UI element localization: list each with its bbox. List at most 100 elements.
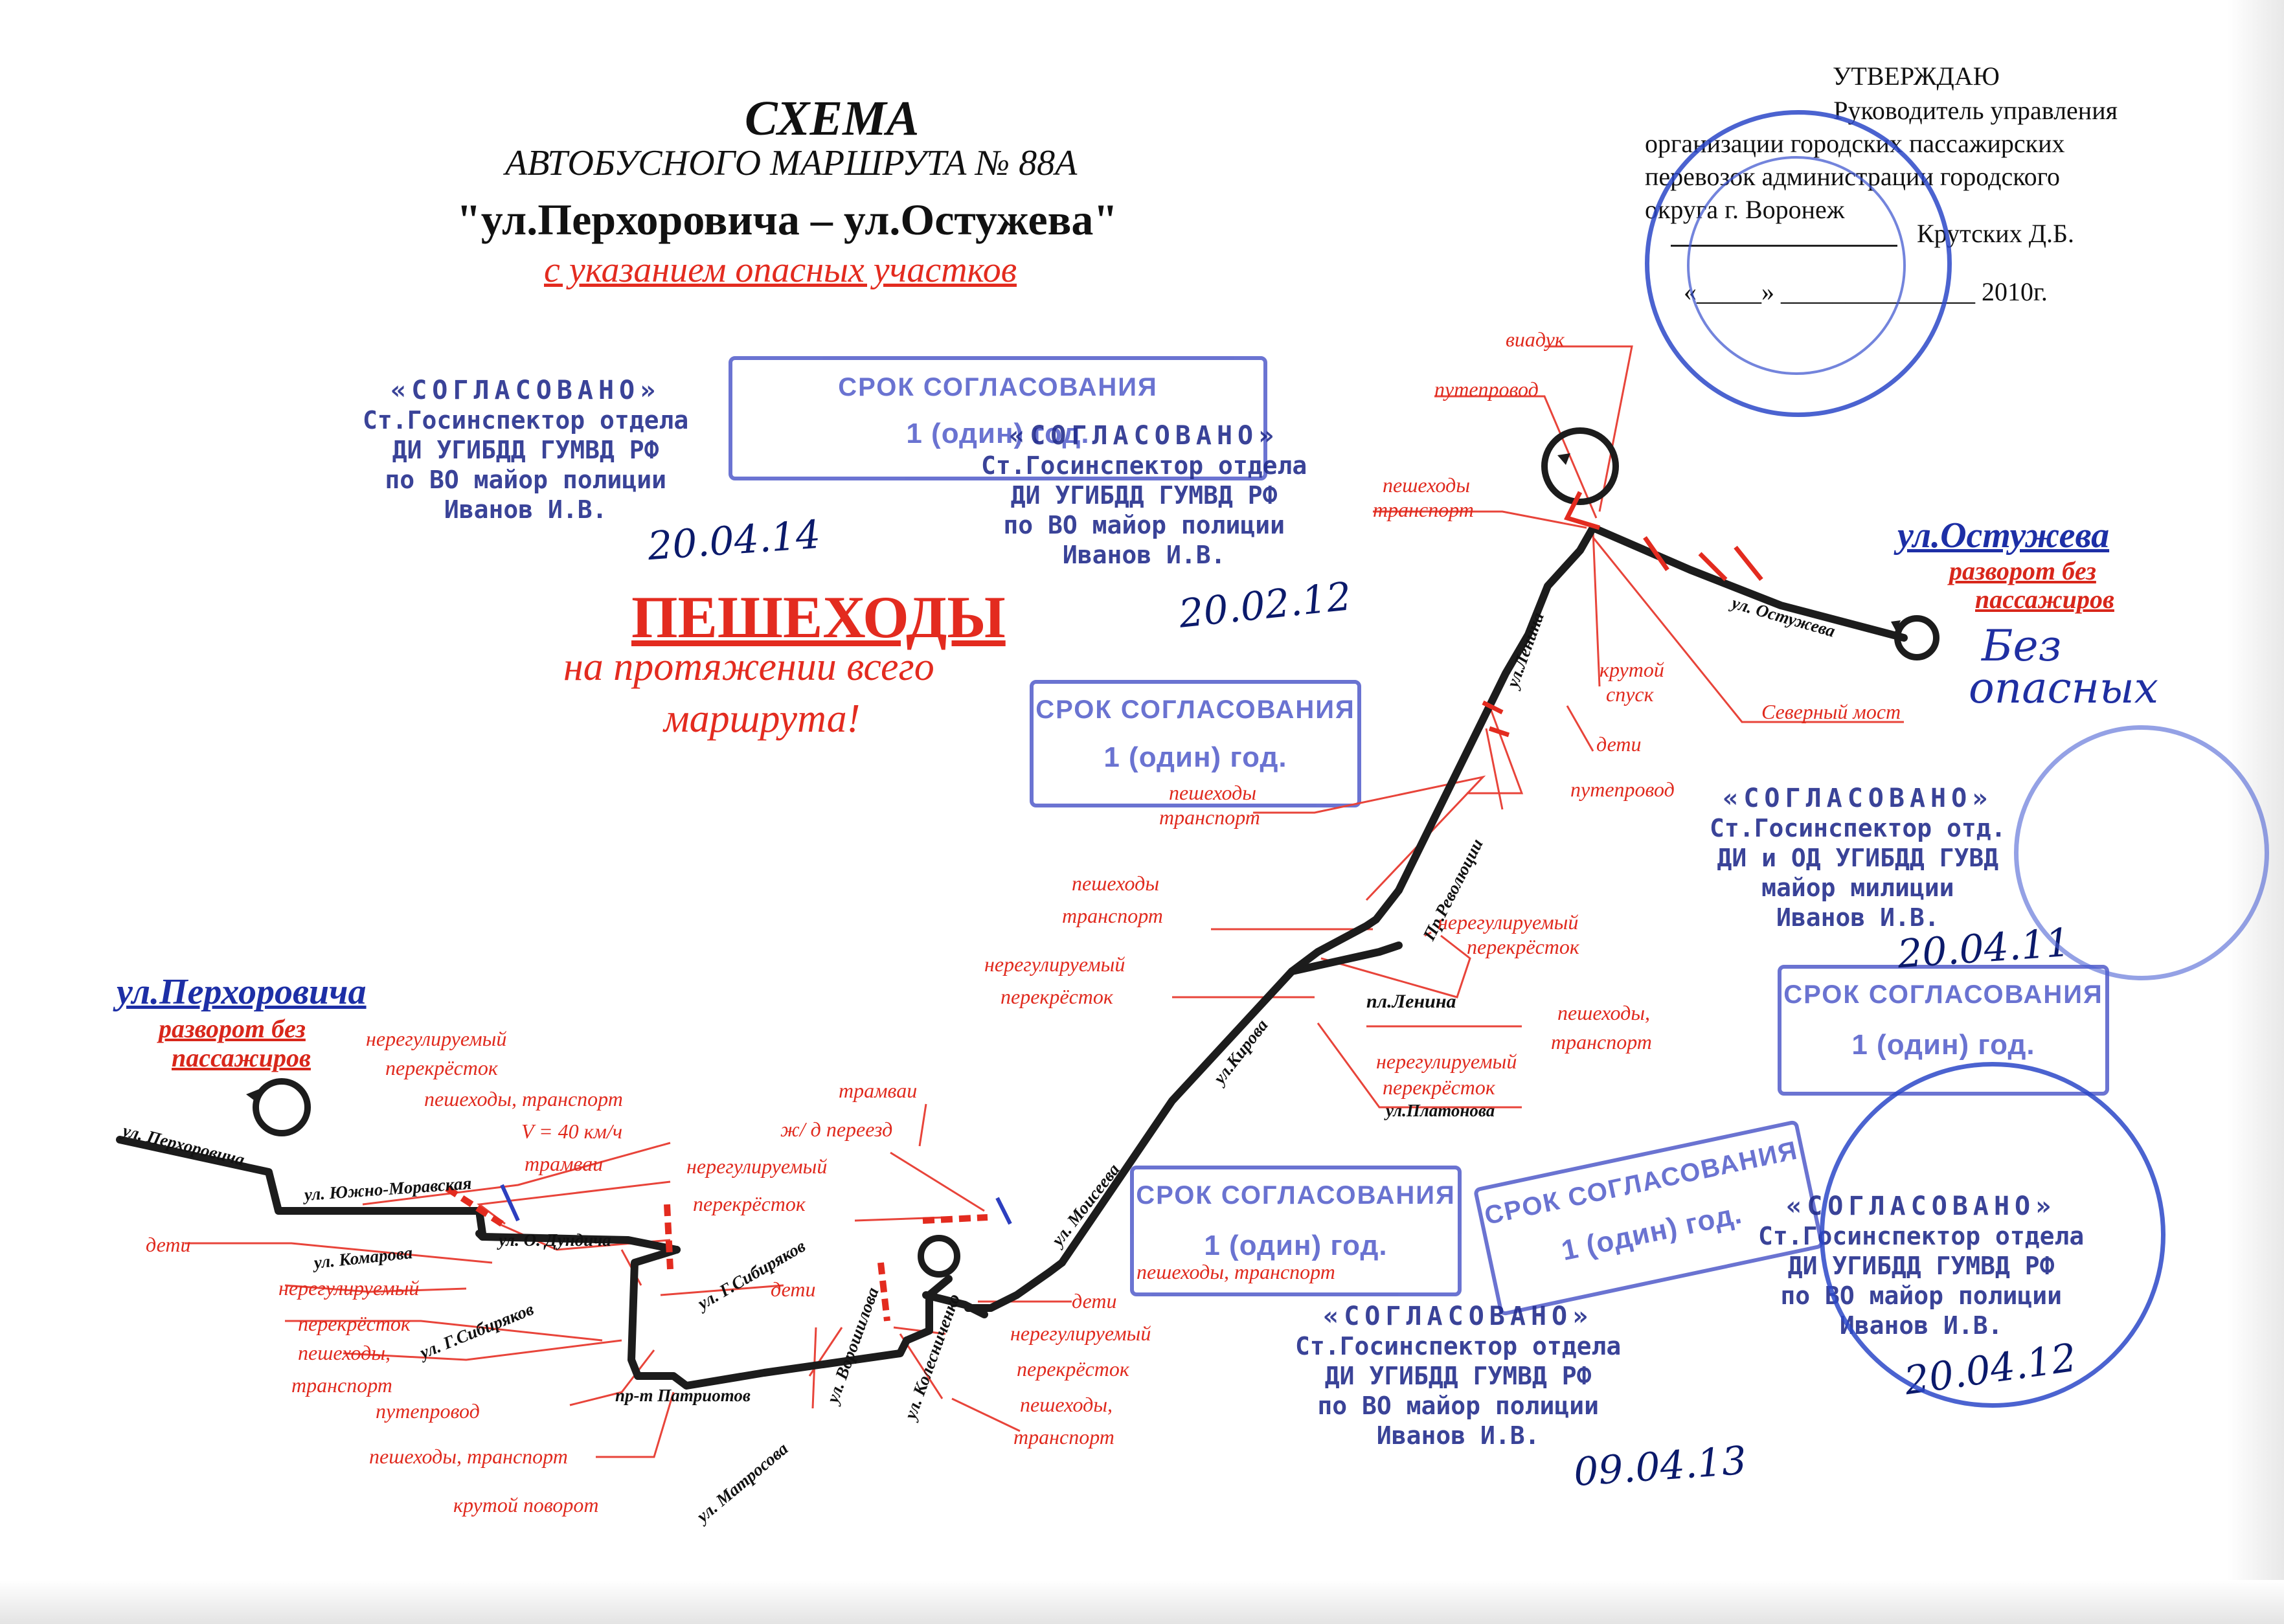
start-terminal-name: ул.Перхоровича	[117, 972, 367, 1012]
agreed-stamp-line-3: по ВО майор полиции	[1003, 511, 1285, 539]
approver-name: Крутских Д.Б.	[1917, 219, 2074, 248]
signature-line	[1671, 245, 1897, 247]
callout-lines	[185, 345, 1904, 1458]
agreed-stamp-name: Иванов И.В.	[1376, 1421, 1540, 1450]
note-tramvai-left: трамваи	[525, 1152, 604, 1175]
round-seal-right	[2014, 725, 2269, 980]
agreed-stamp-3: «СОГЛАСОВАНО» Ст.Госинспектор отд. ДИ и …	[1710, 784, 2006, 932]
pedestrians-heading: ПЕШЕХОДЫ	[631, 584, 1006, 650]
note-nereg-center-2: перекрёсток	[693, 1192, 806, 1215]
start-terminal-note-2: пассажиров	[172, 1043, 311, 1072]
approval-line-2: организации городских пассажирских	[1645, 129, 2065, 158]
note-nereg-right-bottom-2: перекрёсток	[1017, 1357, 1129, 1381]
note-speed: V = 40 км/ч	[521, 1120, 623, 1143]
agreed-stamp-name: Иванов И.В.	[1062, 541, 1226, 569]
agreed-stamp-line-3: майор милиции	[1761, 874, 1954, 902]
note-nereg-right-bottom-1: нерегулируемый	[1010, 1322, 1151, 1345]
note-deti-top: дети	[1596, 732, 1642, 756]
agreed-stamp-2: «СОГЛАСОВАНО» Ст.Госинспектор отдела ДИ …	[981, 421, 1307, 570]
street-platonova: ул.Платонова	[1386, 1101, 1495, 1120]
note-krutoi-2: спуск	[1606, 682, 1654, 706]
term-stamp-top: СРОК СОГЛАСОВАНИЯ 1 (один) год.	[729, 356, 1267, 480]
note-peshehody-top-2: транспорт	[1373, 498, 1474, 521]
scheme-note: с указанием опасных участков	[544, 250, 1017, 290]
agreed-stamp-heading: «СОГЛАСОВАНО»	[390, 376, 661, 405]
handwritten-note-line-2: опасных	[1969, 663, 2159, 713]
approval-date: «_____» _______________ 2010г.	[1684, 277, 2048, 306]
approval-heading: УТВЕРЖДАЮ	[1833, 62, 2000, 91]
note-nereg-bottom-2: перекрёсток	[298, 1312, 411, 1335]
scheme-title: СХЕМА	[745, 91, 920, 146]
pedestrians-line-1: на протяжении всего	[563, 645, 934, 689]
note-peshehody-left-1: пешеходы	[1072, 872, 1159, 895]
note-peshehody-top-1: пешеходы	[1383, 473, 1470, 497]
note-puteprovod-bottom: путепровод	[376, 1399, 480, 1423]
note-nereg-start-2: перекрёсток	[385, 1056, 498, 1079]
note-peshehody-bottom-1: пешеходы,	[298, 1341, 390, 1364]
term-stamp-bottom: СРОК СОГЛАСОВАНИЯ 1 (один) год.	[1130, 1166, 1462, 1296]
term-stamp-label: СРОК СОГЛАСОВАНИЯ	[1035, 695, 1355, 724]
term-stamp-value: 1 (один) год.	[1851, 1029, 2035, 1061]
term-stamp-label: СРОК СОГЛАСОВАНИЯ	[838, 373, 1158, 401]
street-lenina-square: пл.Ленина	[1366, 991, 1456, 1012]
agreed-stamp-line-2: ДИ УГИБДД ГУМВД РФ	[1010, 481, 1278, 510]
end-terminal-name: ул.Остужева	[1897, 515, 2110, 556]
agreed-stamp-line-1: Ст.Госинспектор отд.	[1710, 814, 2006, 842]
note-peshehody-transport-bottom: пешеходы, транспорт	[369, 1445, 568, 1468]
note-peshehody-start: пешеходы, транспорт	[424, 1087, 623, 1111]
note-deti-right-bottom: дети	[1072, 1289, 1117, 1313]
note-deti-left: дети	[146, 1233, 191, 1256]
street-dundicha: ул. О. Дундича	[499, 1230, 611, 1250]
note-peshehody-mid-1: пешеходы	[1169, 781, 1256, 804]
pedestrians-line-2: маршрута!	[664, 697, 861, 741]
agreed-stamp-line-2: ДИ и ОД УГИБДД ГУВД	[1717, 844, 1999, 872]
round-seal-bottom	[1820, 1062, 2165, 1408]
note-nereg-left-2: перекрёсток	[1001, 985, 1113, 1008]
agreed-stamp-1: «СОГЛАСОВАНО» Ст.Госинспектор отдела ДИ …	[363, 376, 688, 524]
route-line	[116, 524, 1908, 1390]
agreed-stamp-4: «СОГЛАСОВАНО» Ст.Госинспектор отдела ДИ …	[1295, 1302, 1621, 1450]
end-terminal-note-2: пассажиров	[1975, 585, 2114, 614]
agreed-stamp-line-1: Ст.Госинспектор отдела	[1295, 1332, 1622, 1360]
note-nereg-center-1: нерегулируемый	[686, 1155, 828, 1178]
note-nereg-bottom-1: нерегулируемый	[278, 1276, 420, 1300]
note-tramvai-mid: трамваи	[839, 1079, 918, 1102]
blue-markers	[500, 1184, 1012, 1225]
note-nereg-start-1: нерегулируемый	[366, 1027, 507, 1050]
agreed-stamp-heading: «СОГЛАСОВАНО»	[1009, 421, 1280, 451]
note-nereg-right-1: нерегулируемый	[1438, 910, 1579, 934]
approval-line-4: округа г. Воронеж	[1645, 195, 1845, 224]
agreed-stamp-name: Иванов И.В.	[444, 495, 607, 524]
agreed-stamp-line-2: ДИ УГИБДД ГУМВД РФ	[1324, 1362, 1592, 1390]
note-peshehody-right-bottom-2: транспорт	[1013, 1425, 1114, 1449]
note-peshehody-stamp: пешеходы, транспорт	[1136, 1260, 1335, 1283]
note-peshehody-lenina-2: транспорт	[1551, 1030, 1652, 1054]
agreed-stamp-line-3: по ВО майор полиции	[1317, 1392, 1599, 1420]
note-peshehody-lenina-1: пешеходы,	[1557, 1001, 1650, 1024]
note-viaduk: виадук	[1506, 328, 1565, 351]
route-name: "ул.Перхоровича – ул.Остужева"	[457, 195, 1118, 244]
note-nereg-platonova-2: перекрёсток	[1383, 1076, 1495, 1099]
note-peshehody-bottom-2: транспорт	[291, 1373, 392, 1397]
note-puteprovod-mid: путепровод	[1570, 778, 1675, 801]
start-terminal-note-1: разворот без	[159, 1014, 306, 1043]
direction-arrows	[246, 453, 1901, 1102]
turnaround-loops	[253, 427, 1939, 1278]
note-zhd-pereezd: ж/ д переезд	[780, 1118, 893, 1141]
term-stamp-value: 1 (один) год.	[1204, 1230, 1388, 1261]
end-terminal-note-1: разворот без	[1949, 556, 2096, 585]
note-krutoi-1: крутой	[1600, 658, 1664, 681]
term-stamp-label: СРОК СОГЛАСОВАНИЯ	[1136, 1181, 1456, 1210]
approval-line-3: перевозок администрации городского	[1645, 162, 2061, 191]
approval-line-1: Руководитель управления	[1833, 96, 2118, 125]
note-peshehody-left-2: транспорт	[1062, 904, 1163, 927]
term-stamp-value: 1 (один) год.	[1103, 741, 1287, 773]
note-peshehody-mid-2: транспорт	[1159, 806, 1260, 829]
agreed-stamp-line-1: Ст.Госинспектор отдела	[363, 406, 689, 434]
term-stamp-value: 1 (один) год.	[906, 418, 1090, 449]
agreed-stamp-heading: «СОГЛАСОВАНО»	[1723, 784, 1993, 813]
paper-shadow-bottom	[0, 1580, 2284, 1624]
scheme-subtitle: АВТОБУСНОГО МАРШРУТА № 88А	[505, 143, 1078, 183]
handwritten-note-line-1: Без	[1982, 621, 2062, 671]
